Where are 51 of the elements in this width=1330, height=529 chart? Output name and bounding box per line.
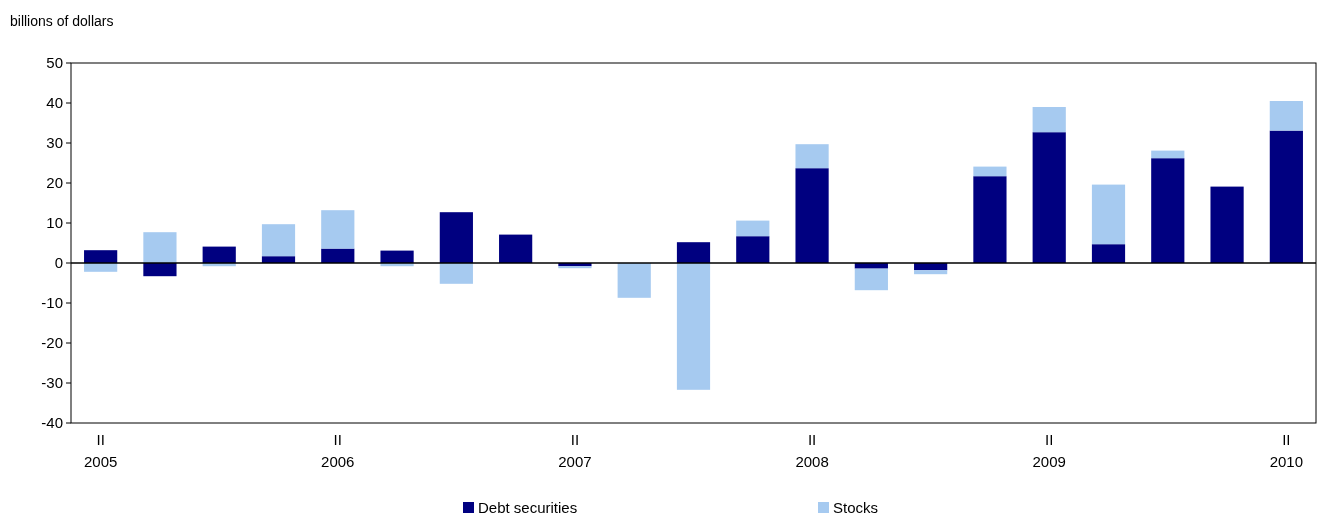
x-tick-label: II 2005 bbox=[83, 431, 118, 470]
bar bbox=[1032, 107, 1066, 133]
y-tick-label: 30 bbox=[46, 134, 63, 152]
legend-label: Stocks bbox=[833, 499, 879, 516]
y-tick-label: 10 bbox=[46, 214, 63, 232]
y-tick-label: 20 bbox=[46, 174, 63, 192]
bar bbox=[736, 236, 770, 263]
bar bbox=[676, 242, 711, 263]
bar bbox=[439, 263, 473, 284]
bar bbox=[321, 248, 355, 263]
x-tick-label: II 2006 bbox=[321, 431, 355, 470]
x-tick-label: II 2009 bbox=[1032, 431, 1066, 470]
bar bbox=[1210, 186, 1244, 263]
bar bbox=[1091, 244, 1126, 263]
bar bbox=[321, 210, 355, 249]
bar bbox=[499, 234, 533, 263]
x-tick-label: II 2007 bbox=[558, 431, 592, 470]
bar bbox=[1091, 184, 1126, 245]
bar bbox=[439, 212, 473, 263]
bar bbox=[1151, 158, 1185, 263]
bar bbox=[973, 176, 1007, 263]
legend-label: Debt securities bbox=[478, 499, 578, 516]
x-tick-label: II 2010 bbox=[1269, 431, 1304, 470]
y-tick-label: 50 bbox=[46, 54, 63, 72]
y-tick-label: 0 bbox=[54, 254, 63, 272]
bar bbox=[795, 168, 829, 263]
bar bbox=[261, 224, 296, 257]
y-tick-label: 40 bbox=[46, 94, 63, 112]
bar bbox=[1032, 132, 1066, 263]
y-tick-label: -10 bbox=[41, 294, 63, 312]
bar bbox=[1151, 150, 1185, 159]
x-tick-label: II 2008 bbox=[795, 431, 829, 470]
bar bbox=[795, 144, 829, 169]
bar bbox=[1269, 130, 1303, 263]
y-tick-label: -20 bbox=[41, 334, 63, 352]
bar bbox=[380, 250, 414, 263]
bar bbox=[914, 270, 948, 275]
bar bbox=[736, 220, 770, 237]
y-tick-label: -30 bbox=[41, 374, 63, 392]
bar bbox=[1269, 101, 1303, 131]
bar bbox=[84, 250, 118, 263]
bar bbox=[676, 263, 711, 390]
bar bbox=[973, 166, 1007, 177]
y-axis-title: billions of dollars bbox=[10, 13, 114, 29]
bar bbox=[202, 246, 236, 263]
bar bbox=[143, 232, 177, 263]
bar bbox=[84, 263, 118, 272]
bar bbox=[854, 268, 888, 291]
bar bbox=[143, 263, 177, 277]
y-tick-label: -40 bbox=[41, 414, 63, 432]
bar bbox=[617, 263, 651, 298]
